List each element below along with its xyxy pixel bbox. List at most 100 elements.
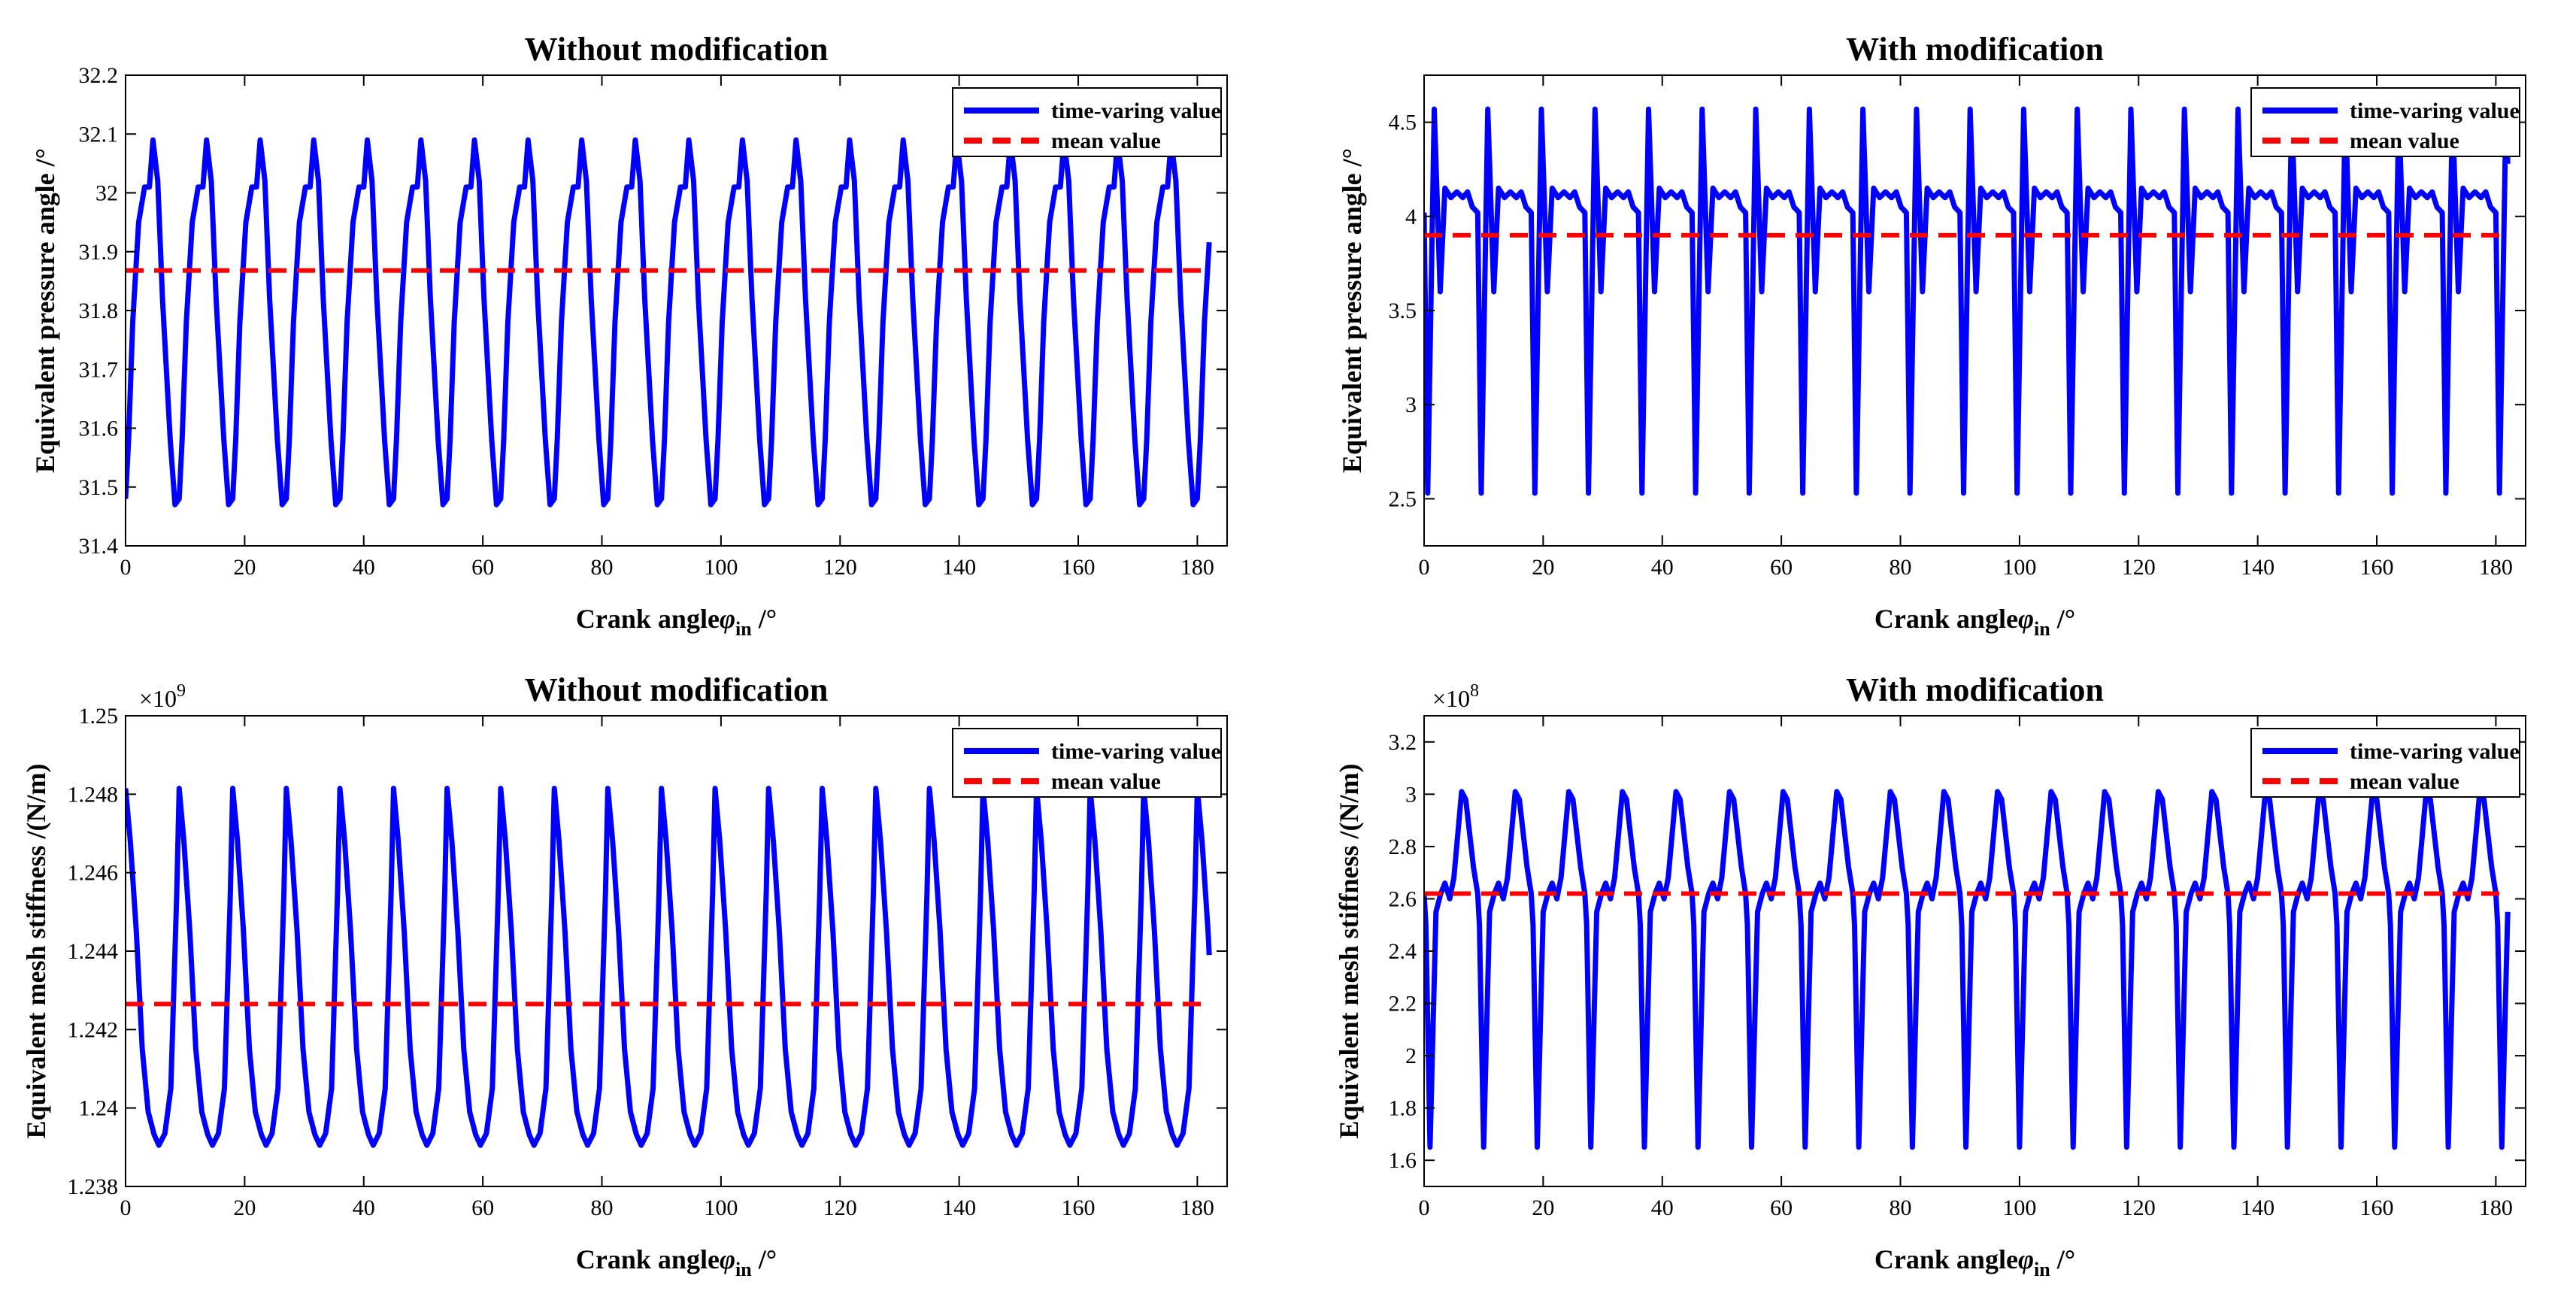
x-tick-label: 80 (1890, 1195, 1912, 1220)
y-tick-label: 31.6 (79, 417, 119, 441)
y-tick-label: 3.2 (1389, 730, 1417, 755)
x-tick-label: 0 (120, 1195, 132, 1220)
y-tick-label: 1.244 (68, 939, 119, 964)
legend-label-time-varing: time-varing value (2350, 739, 2520, 764)
x-axis-label: Crank angleφin /° (576, 604, 777, 640)
y-axis-label: Equivalent mesh stiffness /(N/m) (21, 763, 51, 1138)
x-tick-label: 120 (2122, 555, 2156, 580)
series-line-time-varing (126, 137, 1212, 508)
x-tick-label: 80 (591, 555, 614, 580)
x-tick-label: 160 (1062, 555, 1096, 580)
chart-title: With modification (1846, 31, 2104, 68)
chart-title: Without modification (525, 31, 829, 68)
legend: time-varing value mean value (2250, 728, 2520, 798)
series-line-time-varing (126, 786, 1212, 1148)
y-tick-label: 2.5 (1389, 486, 1417, 511)
x-tick-label: 20 (1532, 555, 1554, 580)
y-tick-label: 1.8 (1389, 1096, 1417, 1121)
x-tick-label: 20 (1532, 1195, 1554, 1220)
x-tick-label: 60 (471, 555, 494, 580)
y-tick-label: 1.242 (68, 1017, 119, 1042)
legend: time-varing value mean value (952, 87, 1222, 157)
y-tick-label: 32 (95, 181, 118, 206)
y-tick-label: 2.4 (1389, 939, 1417, 964)
y-tick-label: 32.2 (79, 63, 119, 88)
legend: time-varing value mean value (952, 728, 1222, 798)
plot-area: 0 20 40 60 80 100 120 140 160 180 2.5 3 3.5 4 4.5 (1389, 74, 2526, 580)
y-tick-label: 31.4 (79, 534, 119, 559)
x-tick-label: 100 (704, 1195, 738, 1220)
x-tick-label: 120 (823, 555, 857, 580)
y-axis-exponent: ×108 (1432, 681, 1479, 712)
x-tick-label: 60 (471, 1195, 494, 1220)
plot-area: 0 20 40 60 80 100 120 140 160 180 31.4 31.5 31.6 31.7… (79, 63, 1228, 580)
x-axis-label: Crank angleφin /° (1874, 1244, 2075, 1280)
series-line-time-varing (1424, 106, 2511, 496)
y-tick-label: 1.248 (68, 782, 119, 807)
y-tick-label: 1.238 (68, 1174, 119, 1199)
y-axis-label: Equivalent mesh stiffness /(N/m) (1334, 763, 1364, 1138)
y-tick-label: 2.2 (1389, 992, 1417, 1017)
legend-label-mean: mean value (1051, 769, 1161, 794)
y-tick-label: 31.8 (79, 298, 119, 323)
y-tick-label: 3.5 (1389, 298, 1417, 323)
x-tick-label: 140 (2241, 555, 2274, 580)
y-tick-label: 2.8 (1389, 835, 1417, 859)
y-tick-label: 4.5 (1389, 111, 1417, 135)
x-tick-label: 40 (1651, 555, 1674, 580)
x-tick-label: 180 (2479, 1195, 2513, 1220)
x-tick-label: 100 (704, 555, 738, 580)
x-tick-label: 180 (1180, 555, 1214, 580)
legend: time-varing value mean value (2250, 87, 2520, 157)
legend-label-time-varing: time-varing value (2350, 98, 2520, 123)
x-tick-label: 60 (1770, 1195, 1793, 1220)
chart-panel-stiffness-with: With modification Equivalent mesh stiffn… (1334, 671, 2526, 1280)
y-tick-label: 2.6 (1389, 886, 1417, 911)
x-tick-label: 80 (1890, 555, 1912, 580)
y-tick-label: 32.1 (79, 122, 119, 147)
x-tick-label: 20 (233, 555, 256, 580)
x-tick-label: 60 (1770, 555, 1793, 580)
y-tick-label: 1.6 (1389, 1148, 1417, 1173)
legend-label-mean: mean value (1051, 129, 1161, 153)
x-tick-label: 0 (1419, 555, 1430, 580)
y-axis-label: Equivalent pressure angle /° (30, 148, 60, 473)
y-tick-label: 1.25 (79, 704, 119, 729)
chart-panel-pressure-without: Without modification Equivalent pressure… (30, 31, 1228, 640)
legend-label-mean: mean value (2350, 769, 2459, 794)
x-tick-label: 0 (1419, 1195, 1430, 1220)
x-tick-label: 20 (233, 1195, 256, 1220)
y-tick-label: 4 (1405, 205, 1417, 229)
x-tick-label: 140 (942, 555, 976, 580)
x-tick-label: 160 (2360, 1195, 2394, 1220)
y-tick-label: 2 (1405, 1044, 1417, 1068)
y-axis-label: Equivalent pressure angle /° (1337, 148, 1367, 473)
x-tick-label: 120 (2122, 1195, 2156, 1220)
y-axis-exponent: ×109 (139, 681, 186, 712)
x-tick-label: 160 (2360, 555, 2394, 580)
chart-panel-stiffness-without: Without modification Equivalent mesh sti… (21, 671, 1228, 1280)
x-tick-label: 180 (2479, 555, 2513, 580)
legend-label-time-varing: time-varing value (1051, 98, 1221, 123)
y-tick-label: 3 (1405, 392, 1417, 417)
x-axis-label: Crank angleφin /° (576, 1244, 777, 1280)
y-tick-label: 1.24 (79, 1096, 119, 1121)
x-tick-label: 100 (2002, 1195, 2036, 1220)
x-tick-label: 120 (823, 1195, 857, 1220)
chart-title: Without modification (525, 671, 829, 708)
x-tick-label: 140 (2241, 1195, 2274, 1220)
plot-area: 0 20 40 60 80 100 120 140 160 180 1.6 1.8 2 2.2 2.4 2.6… (1389, 715, 2526, 1220)
chart-panel-pressure-with: With modification Equivalent pressure an… (1337, 31, 2526, 640)
x-tick-label: 80 (591, 1195, 614, 1220)
y-tick-label: 1.246 (68, 861, 119, 886)
plot-area: 0 20 40 60 80 100 120 140 160 180 1.238 1.24 1.242 1.… (68, 704, 1228, 1220)
x-tick-label: 140 (942, 1195, 976, 1220)
x-tick-label: 180 (1180, 1195, 1214, 1220)
legend-label-mean: mean value (2350, 129, 2459, 153)
x-tick-label: 100 (2002, 555, 2036, 580)
x-axis-label: Crank angleφin /° (1874, 604, 2075, 640)
x-tick-label: 40 (353, 1195, 375, 1220)
y-tick-label: 31.7 (79, 357, 119, 382)
x-tick-label: 0 (120, 555, 132, 580)
x-tick-label: 40 (1651, 1195, 1674, 1220)
